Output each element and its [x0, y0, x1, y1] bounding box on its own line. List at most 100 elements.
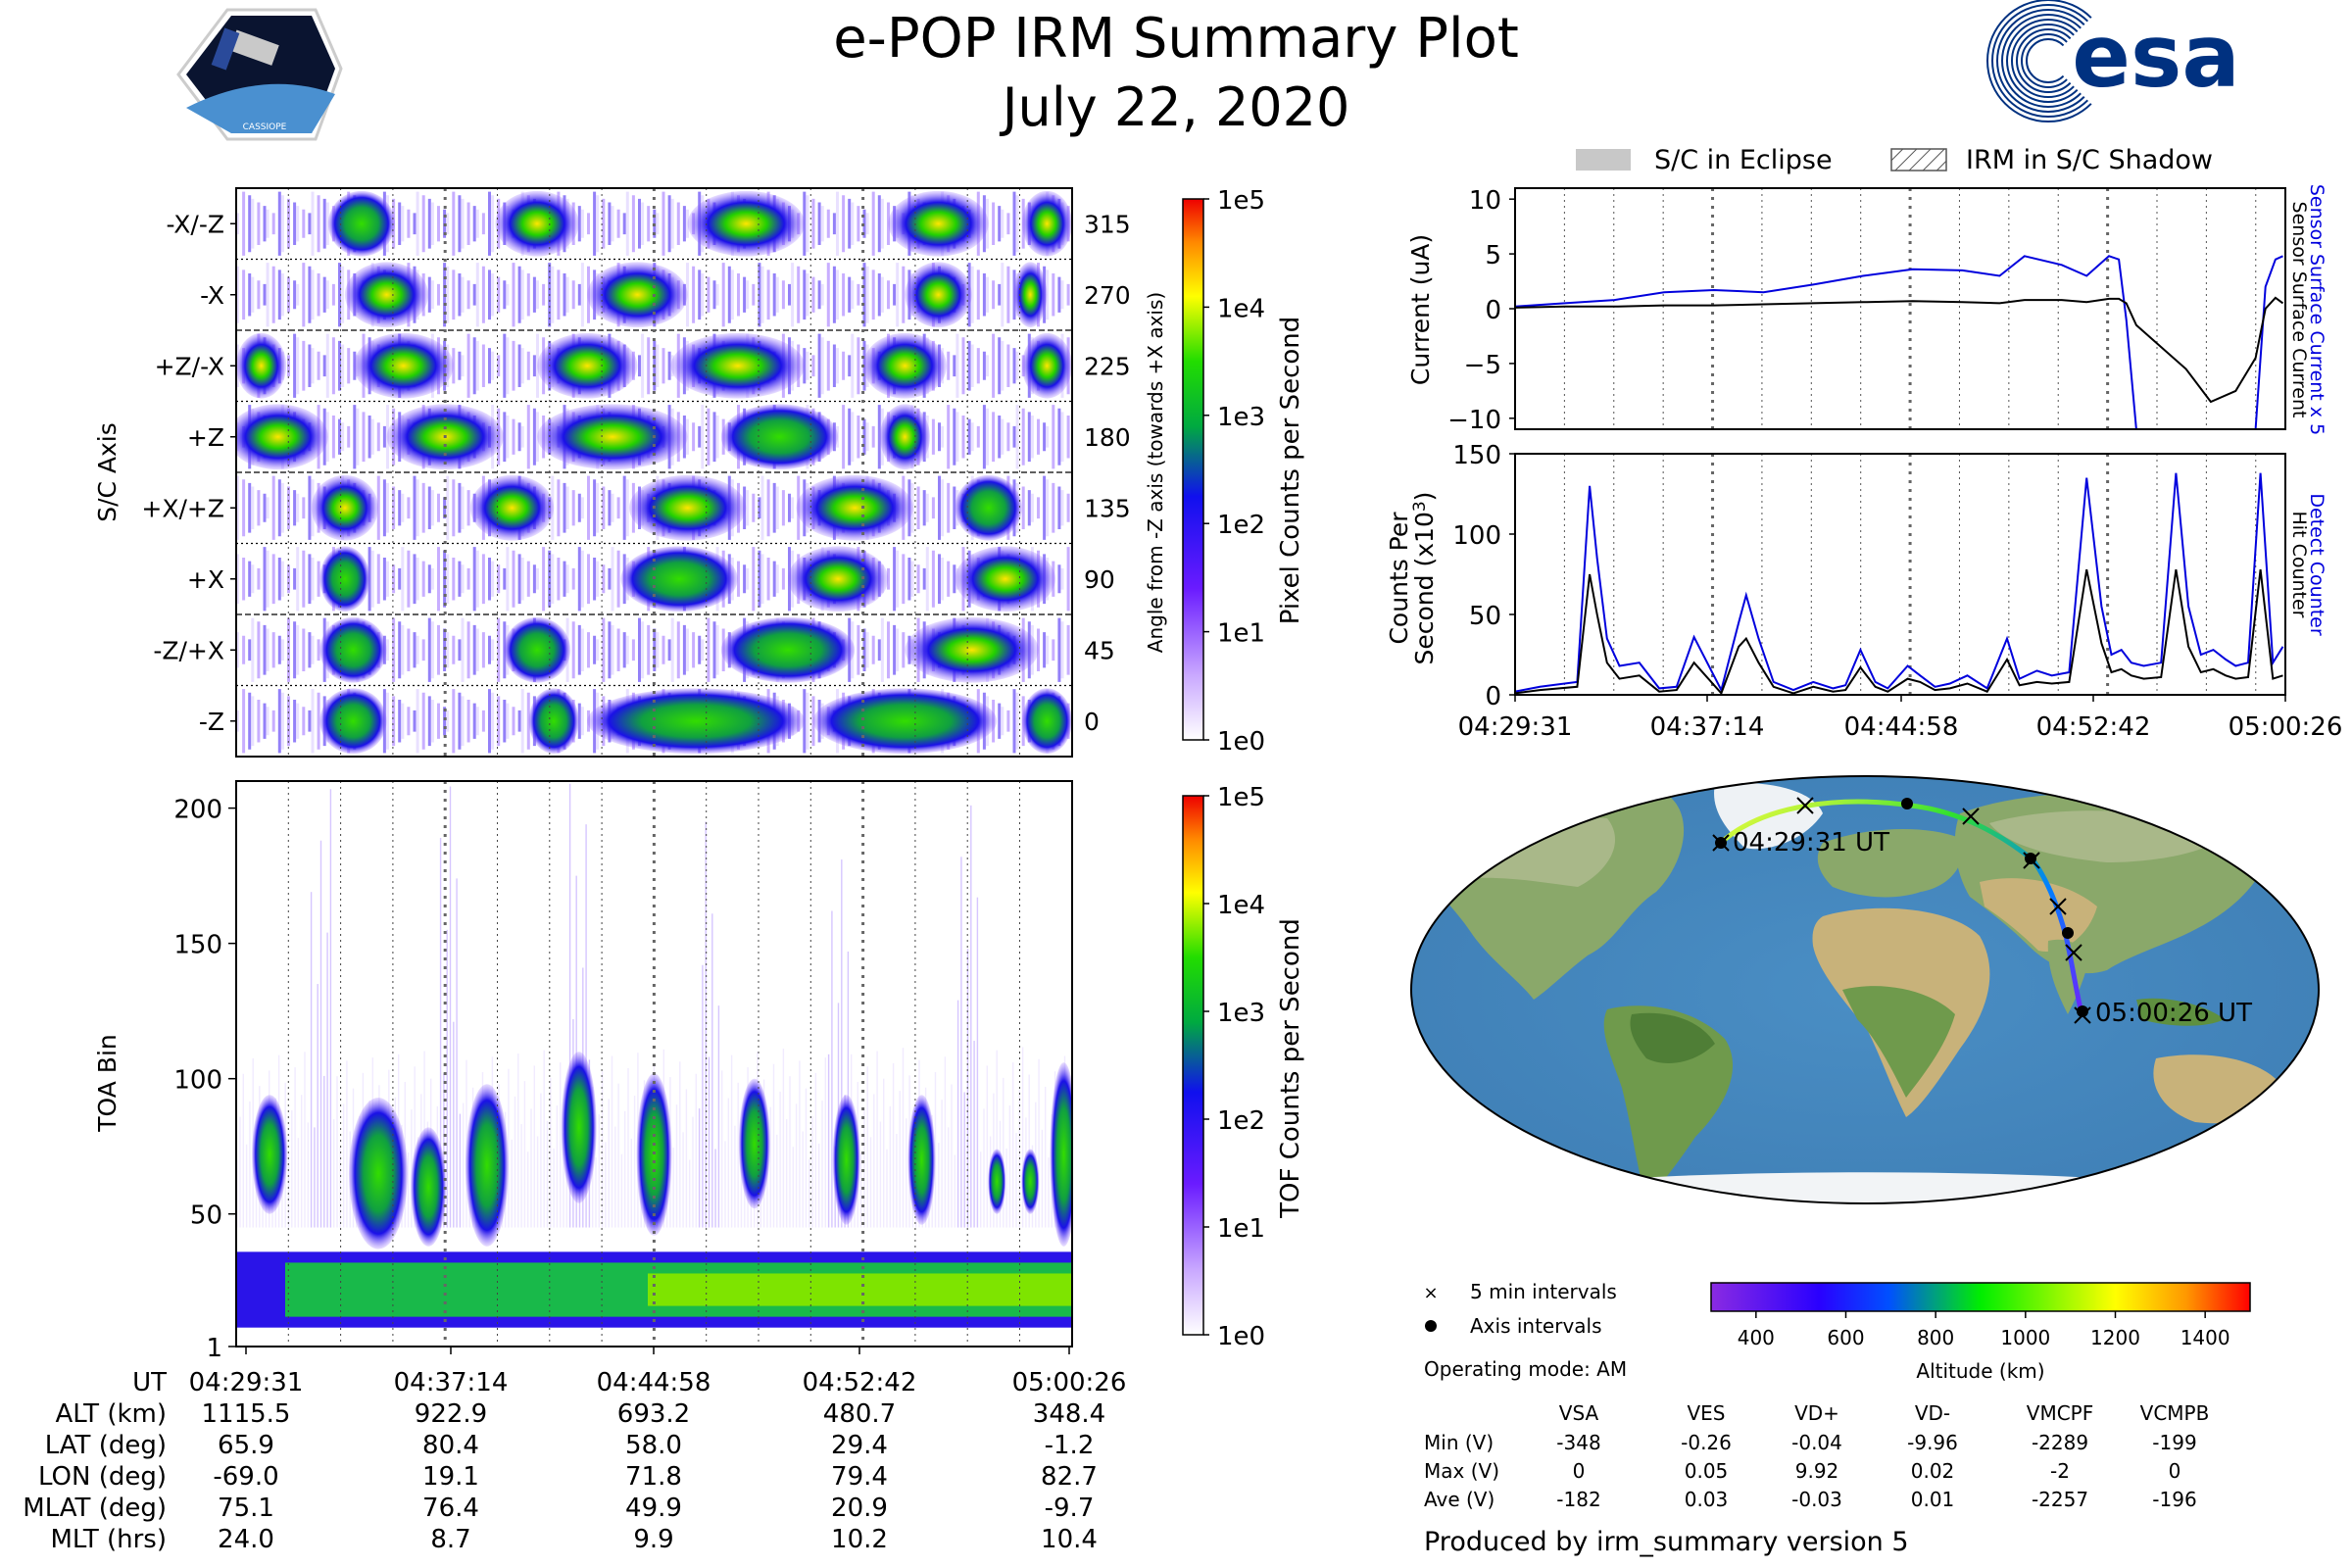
toa-noise-column: [630, 1138, 632, 1228]
counts-ytick-label: 50: [1469, 602, 1501, 631]
five-min-marker: [1962, 808, 1980, 825]
axis-heat-stripe: [512, 707, 515, 736]
axis-heat-stripe: [998, 703, 1002, 739]
axis-heat-stripe: [772, 273, 776, 317]
current-ytick-label: −10: [1447, 406, 1501, 435]
axis-heat-stripe: [1027, 490, 1031, 526]
axis-heat-stripe: [1060, 621, 1064, 679]
axis-heat-stripe: [461, 617, 465, 682]
five-min-legend-label: 5 min intervals: [1470, 1280, 1617, 1303]
toa-noise-column: [769, 1106, 771, 1228]
toa-noise-column: [546, 1120, 549, 1228]
axis-heat-stripe: [386, 639, 389, 662]
europe-continent: [1817, 828, 1963, 898]
colorbar-tick-label: 1e5: [1217, 783, 1265, 812]
current-ytick-label: 0: [1485, 296, 1501, 325]
axis-heat-stripe: [472, 703, 476, 739]
axis-heat-stripe: [1043, 632, 1047, 668]
axis-heat-blob: [879, 404, 930, 470]
axis-heat-stripe: [461, 276, 465, 313]
axis-heat-stripe: [413, 710, 416, 732]
toa-noise-column: [963, 1092, 965, 1228]
axis-heat-stripe: [472, 337, 476, 395]
axis-heat-stripe: [922, 490, 926, 526]
axis-heat-stripe: [251, 617, 255, 682]
axis-heat-blob: [720, 404, 839, 470]
five-min-marker: [2049, 898, 2067, 915]
axis-heat-stripe: [1073, 707, 1076, 735]
counts-xtick-label: 04:52:42: [2036, 712, 2151, 742]
axis-heat-stripe: [488, 270, 491, 320]
axis-heat-stripe: [520, 270, 524, 320]
axis-heat-stripe: [727, 266, 731, 323]
voltage-column-header: VD-: [1915, 1401, 1950, 1425]
axis-heat-stripe: [551, 554, 555, 605]
toa-noise-column: [859, 1152, 862, 1228]
toa-noise-column: [294, 1067, 296, 1228]
axis-heat-blob: [587, 262, 688, 328]
axis-heat-stripe: [1037, 497, 1040, 519]
axis-heat-stripe: [398, 202, 402, 245]
axis-row-label: -Z/+X: [153, 636, 224, 664]
india: [2047, 939, 2087, 1014]
toa-noise-column: [446, 929, 448, 1228]
axis-heat-stripe: [293, 333, 297, 398]
voltage-cell: -2289: [2032, 1431, 2088, 1454]
esa-ring: [2026, 38, 2065, 83]
axis-heat-stripe: [647, 337, 651, 395]
toa-noise-column: [449, 786, 452, 1228]
axis-heat-stripe: [992, 280, 996, 310]
axis-heat-stripe: [571, 490, 575, 526]
axis-heat-stripe: [287, 617, 290, 682]
axis-heat-stripe: [491, 351, 495, 380]
axis-heat-stripe: [308, 266, 312, 323]
toa-noise-column: [533, 1065, 535, 1228]
toa-noise-column: [721, 1070, 723, 1228]
axis-heat-stripe: [608, 202, 612, 245]
axis-heat-stripe: [325, 202, 329, 245]
axis-heat-stripe: [466, 621, 470, 679]
axis-heat-stripe: [398, 567, 402, 590]
axis-heat-stripe: [938, 554, 941, 605]
axis-heat-stripe: [896, 550, 900, 608]
axis-heat-stripe: [302, 209, 306, 238]
toa-noise-column: [508, 1068, 510, 1228]
axis-heat-stripe: [1046, 270, 1050, 320]
axis-heat-stripe: [466, 567, 470, 590]
axis-heat-stripe: [266, 263, 270, 327]
toa-blob: [465, 1084, 509, 1247]
axis-heat-stripe: [616, 628, 620, 671]
axis-heat-stripe: [580, 628, 584, 671]
axis-heat-stripe: [512, 550, 515, 608]
axis-heat-stripe: [376, 554, 380, 605]
axis-heat-stripe: [902, 266, 906, 323]
axis-heat-stripe: [458, 561, 462, 597]
axis-heat-stripe: [512, 340, 515, 391]
axis-heat-stripe: [280, 482, 284, 533]
toa-noise-column: [986, 1065, 988, 1228]
axis-heat-stripe: [512, 418, 515, 455]
axis-heat-stripe: [775, 276, 779, 313]
axis-heat-stripe: [1046, 479, 1050, 537]
axis-heat-stripe: [520, 689, 524, 754]
axis-heat-stripe: [520, 348, 524, 384]
colorbar-tick-label: 1e3: [1217, 999, 1265, 1028]
axis-heat-stripe: [752, 283, 756, 306]
axis-heat-stripe: [817, 280, 821, 310]
ephemeris-cell: 82.7: [1041, 1462, 1098, 1492]
toa-noise-column: [847, 951, 850, 1228]
axis-heat-stripe: [382, 558, 386, 601]
axis-heat-stripe: [842, 195, 846, 253]
axis-heat-blob: [787, 546, 889, 612]
axis-heat-stripe: [976, 270, 980, 320]
axis-heat-stripe: [625, 635, 629, 664]
axis-heat-stripe: [376, 475, 380, 540]
axis-heat-stripe: [775, 486, 779, 529]
axis-heat-stripe: [427, 276, 431, 313]
axis-heat-stripe: [251, 696, 255, 747]
axis-heat-stripe: [817, 202, 821, 245]
axis-heat-stripe: [947, 561, 951, 597]
axis-heat-stripe: [421, 639, 425, 662]
axis-heat-stripe: [475, 340, 479, 391]
toa-noise-column: [314, 1127, 316, 1228]
